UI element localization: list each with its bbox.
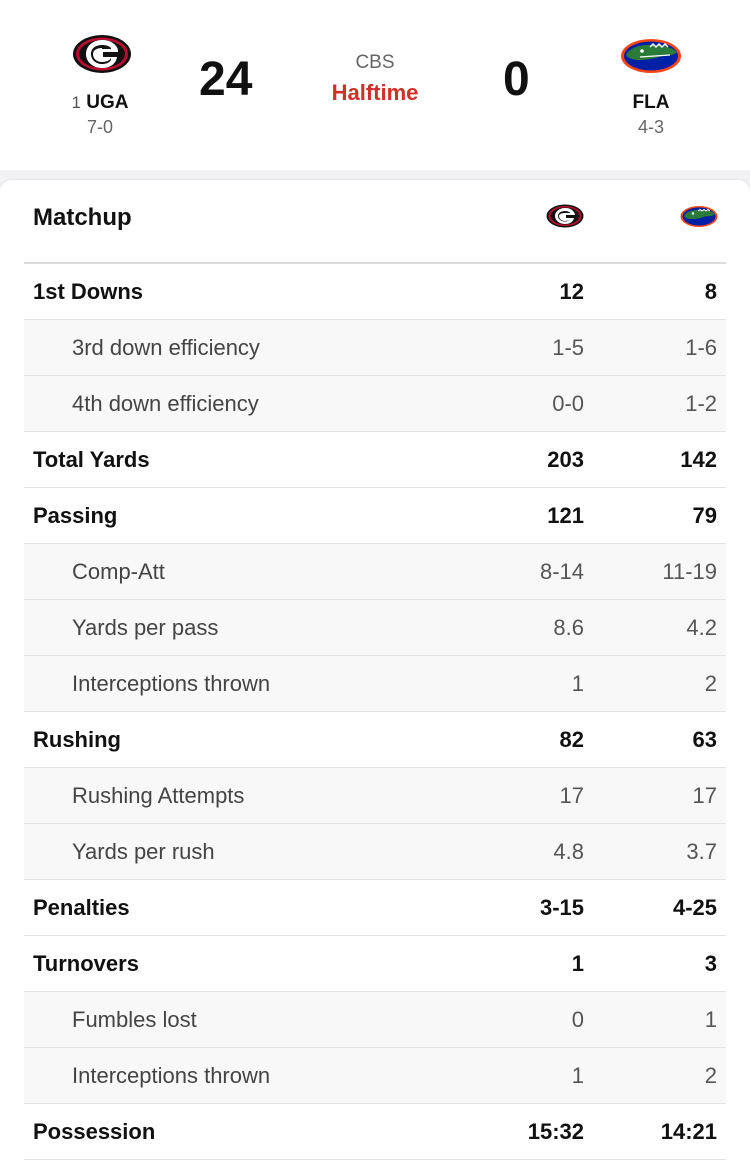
matchup-card: Matchup 1st Downs 12 8 3rd down efficiency 1… bbox=[0, 180, 750, 1160]
fla-stat-value: 1 bbox=[704, 1006, 717, 1032]
stat-row: Comp-Att 8-14 11-19 bbox=[24, 544, 726, 600]
uga-stat-value: 1 bbox=[571, 1062, 584, 1088]
away-abbr: FLA bbox=[632, 92, 670, 113]
stat-label: Comp-Att bbox=[72, 558, 165, 584]
stat-label: Fumbles lost bbox=[72, 1006, 197, 1032]
home-team-name[interactable]: 1 UGA bbox=[70, 92, 130, 114]
uga-stat-value: 12 bbox=[559, 278, 584, 304]
stat-label: Yards per rush bbox=[72, 838, 215, 864]
fla-stat-value: 11-19 bbox=[662, 558, 717, 584]
away-team-name[interactable]: FLA bbox=[620, 92, 682, 114]
away-score: 0 bbox=[503, 53, 530, 106]
stat-label: 1st Downs bbox=[33, 278, 144, 304]
stat-row: Fumbles lost 0 1 bbox=[24, 992, 726, 1048]
stat-label: Penalties bbox=[33, 894, 130, 920]
matchup-title: Matchup bbox=[33, 204, 132, 231]
stat-label: Possession bbox=[33, 1118, 156, 1144]
fla-stat-value: 8 bbox=[704, 278, 717, 304]
away-record: 4-3 bbox=[637, 117, 664, 137]
stat-label: Rushing bbox=[33, 726, 121, 752]
fla-stat-value: 17 bbox=[692, 782, 717, 808]
uga-stat-value: 0-0 bbox=[552, 390, 584, 416]
stat-row: Rushing Attempts 17 17 bbox=[24, 768, 726, 824]
fla-stat-value: 2 bbox=[704, 1062, 717, 1088]
stat-row: Passing 121 79 bbox=[24, 488, 726, 544]
game-header: 1 UGA 7-0 24 CBS Halftime 0 FLA 4-3 bbox=[0, 0, 750, 170]
fla-stat-value: 1-2 bbox=[685, 390, 717, 416]
uga-stat-value: 203 bbox=[547, 446, 584, 472]
uga-stat-value: 1 bbox=[571, 950, 584, 976]
uga-stat-value: 121 bbox=[547, 502, 584, 528]
uga-stat-value: 3-15 bbox=[539, 894, 584, 920]
stat-row: 1st Downs 12 8 bbox=[24, 264, 726, 320]
stat-row: Yards per pass 8.6 4.2 bbox=[24, 600, 726, 656]
stat-label: Turnovers bbox=[33, 950, 139, 976]
stat-label: 4th down efficiency bbox=[72, 390, 259, 416]
home-score: 24 bbox=[199, 53, 253, 106]
stat-label: 3rd down efficiency bbox=[72, 334, 260, 360]
stat-row: Rushing 82 63 bbox=[24, 712, 726, 768]
fla-logo-icon[interactable] bbox=[620, 35, 682, 75]
fla-stat-value: 4-25 bbox=[672, 894, 717, 920]
fla-stat-value: 1-6 bbox=[685, 334, 717, 360]
uga-stat-value: 1-5 bbox=[552, 334, 584, 360]
stat-row: Interceptions thrown 1 2 bbox=[24, 656, 726, 712]
broadcast-network: CBS bbox=[355, 52, 395, 73]
fla-stat-value: 142 bbox=[680, 446, 717, 472]
uga-stat-value: 8-14 bbox=[539, 558, 584, 584]
uga-stat-value: 0 bbox=[571, 1006, 584, 1032]
home-record: 7-0 bbox=[86, 117, 113, 137]
fla-stat-value: 2 bbox=[704, 670, 717, 696]
stat-row: Penalties 3-15 4-25 bbox=[24, 880, 726, 936]
stat-label: Interceptions thrown bbox=[72, 670, 271, 696]
stat-row: Turnovers 1 3 bbox=[24, 936, 726, 992]
game-status: Halftime bbox=[331, 80, 419, 105]
stat-row: Yards per rush 4.8 3.7 bbox=[24, 824, 726, 880]
uga-stat-value: 17 bbox=[559, 782, 584, 808]
home-abbr: UGA bbox=[86, 92, 129, 113]
stat-label: Passing bbox=[33, 502, 118, 528]
fla-stat-value: 3 bbox=[704, 950, 717, 976]
fla-column-logo-icon bbox=[680, 206, 718, 227]
stat-row: Total Yards 203 142 bbox=[24, 432, 726, 488]
uga-stat-value: 1 bbox=[571, 670, 584, 696]
uga-stat-value: 15:32 bbox=[527, 1118, 584, 1144]
stat-row: Possession 15:32 14:21 bbox=[24, 1104, 726, 1160]
uga-logo-icon[interactable] bbox=[72, 34, 132, 74]
stat-row: 4th down efficiency 0-0 1-2 bbox=[24, 376, 726, 432]
fla-stat-value: 14:21 bbox=[660, 1118, 717, 1144]
fla-stat-value: 63 bbox=[692, 726, 717, 752]
stat-label: Rushing Attempts bbox=[72, 782, 245, 808]
stat-label: Total Yards bbox=[33, 446, 150, 472]
fla-stat-value: 79 bbox=[692, 502, 717, 528]
uga-stat-value: 8.6 bbox=[553, 614, 584, 640]
stat-row: Interceptions thrown 1 2 bbox=[24, 1048, 726, 1104]
stat-row: 3rd down efficiency 1-5 1-6 bbox=[24, 320, 726, 376]
uga-stat-value: 4.8 bbox=[553, 838, 584, 864]
matchup-stats-table: 1st Downs 12 8 3rd down efficiency 1-5 1-6 4th… bbox=[24, 262, 726, 1160]
uga-column-logo-icon bbox=[546, 204, 584, 228]
fla-stat-value: 4.2 bbox=[686, 614, 717, 640]
fla-stat-value: 3.7 bbox=[686, 838, 717, 864]
uga-stat-value: 82 bbox=[559, 726, 584, 752]
stat-label: Yards per pass bbox=[72, 614, 219, 640]
stat-label: Interceptions thrown bbox=[72, 1062, 271, 1088]
home-rank: 1 bbox=[71, 93, 81, 112]
